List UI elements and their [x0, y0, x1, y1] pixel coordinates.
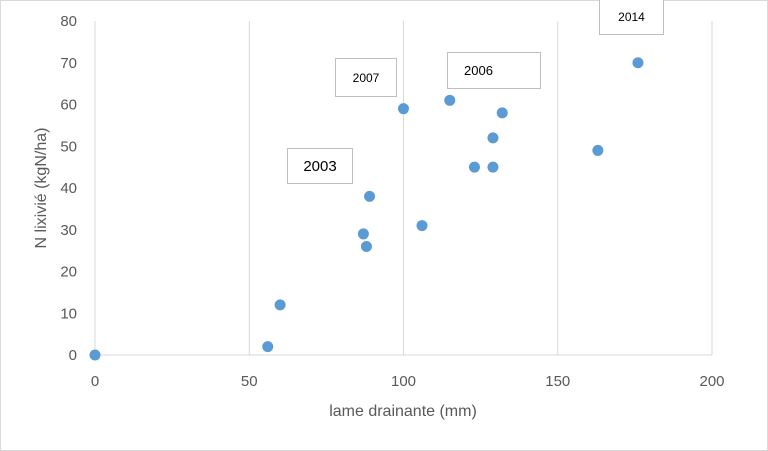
- y-tick-label: 30: [60, 222, 77, 239]
- x-tick-label: 150: [545, 373, 570, 390]
- data-point: [496, 107, 508, 119]
- y-tick-label: 0: [69, 347, 77, 364]
- x-tick-label: 0: [91, 373, 99, 390]
- x-tick-labels: 0 50 100 150 200: [91, 373, 725, 390]
- data-point: [398, 103, 409, 115]
- data-point: [416, 220, 428, 232]
- annotation-2006: 2006: [447, 52, 541, 89]
- y-tick-label: 60: [60, 97, 77, 114]
- data-point: [468, 161, 480, 173]
- data-point: [487, 161, 499, 173]
- data-point: [632, 57, 644, 69]
- data-points: [89, 57, 644, 361]
- annotation-2014: 2014: [599, 0, 664, 35]
- data-point: [357, 228, 369, 240]
- data-point: [274, 299, 286, 311]
- data-point: [444, 94, 456, 106]
- data-point: [360, 240, 372, 252]
- y-tick-label: 80: [60, 13, 77, 30]
- x-tick-label: 100: [391, 373, 416, 390]
- x-tick-label: 200: [699, 373, 724, 390]
- x-axis-title: lame drainante (mm): [329, 403, 477, 420]
- y-tick-label: 50: [60, 138, 77, 155]
- data-point: [487, 132, 499, 144]
- y-tick-label: 20: [60, 264, 77, 281]
- y-tick-label: 40: [60, 180, 77, 197]
- y-axis-title: N lixivié (kgN/ha): [33, 128, 50, 249]
- gridlines: [94, 21, 713, 356]
- annotation-2003: 2003: [287, 148, 353, 184]
- data-point: [262, 341, 274, 353]
- y-tick-label: 10: [60, 305, 77, 322]
- y-tick-label: 70: [60, 55, 77, 72]
- annotation-2007: 2007: [335, 58, 397, 97]
- data-point: [592, 144, 604, 156]
- x-tick-label: 50: [241, 373, 258, 390]
- data-point: [89, 349, 101, 361]
- data-point: [364, 190, 376, 202]
- y-tick-labels: 0 10 20 30 40 50 60 70 80: [60, 13, 77, 364]
